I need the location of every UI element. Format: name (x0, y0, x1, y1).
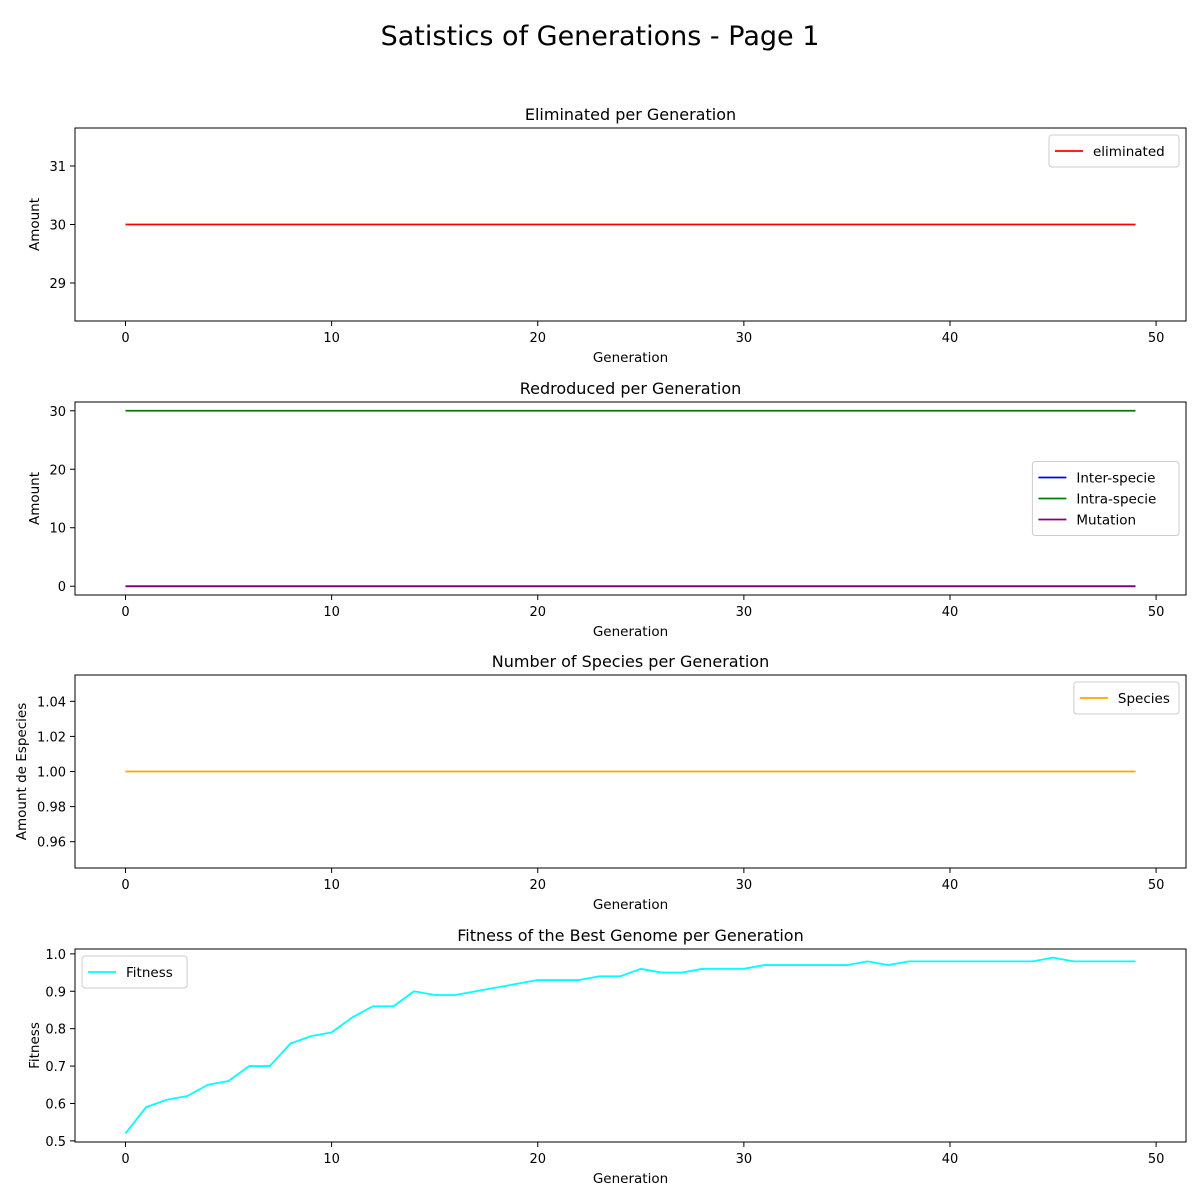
y-tick-label: 1.04 (37, 695, 66, 710)
y-tick-label: 1.02 (37, 730, 66, 745)
x-tick-label: 30 (736, 1152, 753, 1167)
legend-box (1048, 134, 1180, 168)
y-axis-label: Amount (27, 198, 43, 251)
x-tick-label: 20 (529, 1152, 546, 1167)
legend: eliminated (1048, 134, 1180, 168)
x-tick-label: 0 (121, 331, 129, 346)
x-tick-label: 40 (942, 878, 959, 893)
legend-label: Mutation (1076, 513, 1136, 529)
legend-box (1031, 461, 1180, 536)
subplots: Eliminated per Generation 0 10 20 30 40 50 29 30… (14, 105, 1187, 1187)
x-tick-label: 30 (736, 878, 753, 893)
axes-frame (74, 401, 1187, 596)
y-tick-label: 29 (49, 277, 66, 292)
x-tick-label: 40 (942, 331, 959, 346)
x-tick-label: 20 (529, 878, 546, 893)
x-axis-label: Generation (593, 897, 668, 913)
subplot-1: Eliminated per Generation 0 10 20 30 40 50 29 30… (27, 105, 1187, 366)
plot-title: Fitness of the Best Genome per Generatio… (457, 926, 803, 945)
x-tick-label: 10 (323, 1152, 340, 1167)
y-tick-label: 0 (58, 580, 66, 595)
legend-label: eliminated (1093, 144, 1165, 160)
y-tick-label: 10 (49, 522, 66, 537)
y-tick-label: 0.8 (45, 1023, 66, 1038)
subplot-4: Fitness of the Best Genome per Generatio… (27, 926, 1187, 1187)
x-tick-label: 10 (323, 331, 340, 346)
plot-title: Eliminated per Generation (525, 105, 736, 124)
x-tick-label: 30 (736, 605, 753, 620)
y-tick-label: 31 (49, 160, 66, 175)
series-line-1 (124, 956, 1136, 1134)
y-axis-label: Amount (27, 472, 43, 525)
legend-label: Fitness (126, 965, 173, 981)
y-tick-label: 0.7 (45, 1060, 66, 1075)
y-axis-label: Fitness (27, 1022, 43, 1069)
x-tick-label: 50 (1148, 331, 1165, 346)
legend-label: Inter-specie (1076, 471, 1155, 487)
x-tick-label: 50 (1148, 1152, 1165, 1167)
plot-title: Number of Species per Generation (492, 652, 769, 671)
x-tick-label: 50 (1148, 878, 1165, 893)
y-tick-label: 20 (49, 463, 66, 478)
figure-title: Satistics of Generations - Page 1 (381, 21, 820, 52)
x-tick-label: 10 (323, 605, 340, 620)
x-axis-label: Generation (593, 350, 668, 366)
subplot-2: Redroduced per Generation 0 10 20 30 40 50 0 10 2… (27, 379, 1187, 640)
x-tick-label: 0 (121, 878, 129, 893)
x-tick-label: 0 (121, 605, 129, 620)
y-tick-label: 30 (49, 405, 66, 420)
x-tick-label: 40 (942, 605, 959, 620)
y-tick-label: 0.98 (37, 801, 66, 816)
y-tick-label: 0.96 (37, 836, 66, 851)
y-tick-label: 0.9 (45, 985, 66, 1000)
subplot-3: Number of Species per Generation 0 10 20 30 4… (14, 652, 1187, 913)
x-axis-label: Generation (593, 624, 668, 640)
legend-box (1073, 681, 1180, 715)
legend: Inter-specie Intra-specie Mutation (1031, 461, 1180, 536)
y-axis-label: Amount de Especies (14, 703, 30, 840)
y-tick-label: 1.00 (37, 766, 66, 781)
legend: Species (1073, 681, 1180, 715)
x-tick-label: 40 (942, 1152, 959, 1167)
y-tick-label: 30 (49, 219, 66, 234)
y-tick-label: 0.5 (45, 1135, 66, 1150)
plot-title: Redroduced per Generation (520, 379, 742, 398)
axes-frame (74, 948, 1187, 1143)
x-tick-label: 0 (121, 1152, 129, 1167)
x-tick-label: 20 (529, 605, 546, 620)
x-tick-label: 20 (529, 331, 546, 346)
x-tick-label: 50 (1148, 605, 1165, 620)
x-tick-label: 30 (736, 331, 753, 346)
y-tick-label: 1.0 (45, 948, 66, 963)
x-tick-label: 10 (323, 878, 340, 893)
legend-label: Species (1118, 691, 1170, 707)
y-tick-label: 0.6 (45, 1097, 66, 1112)
legend: Fitness (81, 955, 188, 989)
x-axis-label: Generation (593, 1171, 668, 1187)
legend-label: Intra-specie (1076, 492, 1156, 508)
legend-box (81, 955, 188, 989)
